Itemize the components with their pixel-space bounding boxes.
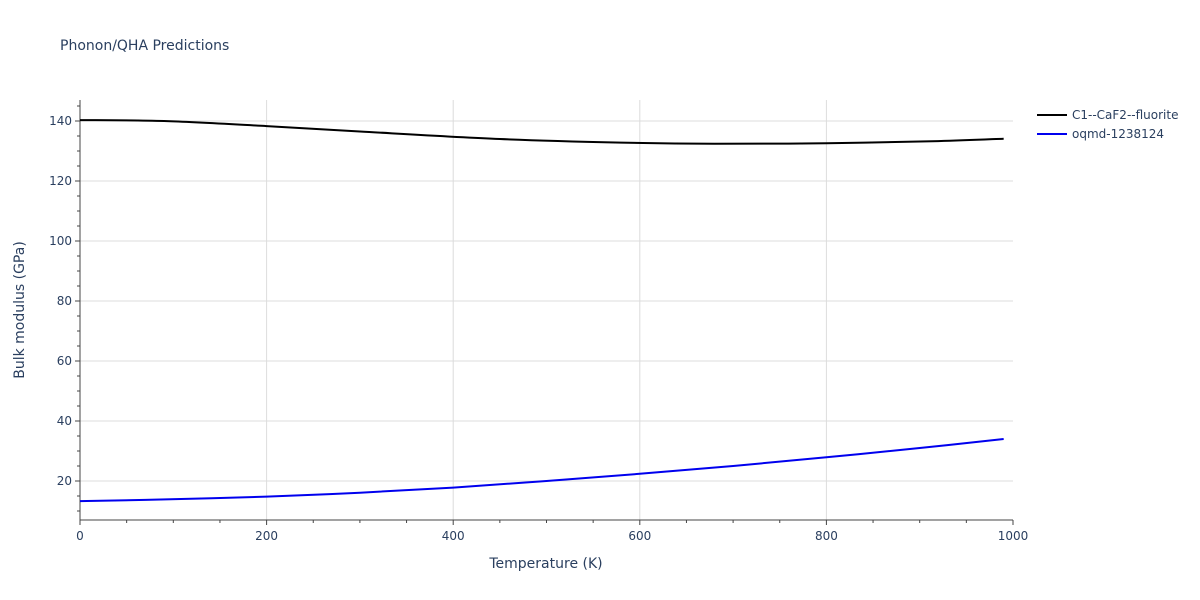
axis-ticks: 0 200 400 600 800 1000 20 40 60 80 100 120 140	[49, 114, 1028, 543]
grid-lines	[80, 100, 1013, 520]
x-axis-title: Temperature (K)	[488, 556, 602, 572]
y-tick-label: 120	[49, 174, 72, 188]
y-tick-label: 40	[57, 414, 72, 428]
legend[interactable]: C1--CaF2--fluorite oqmd-1238124	[1037, 108, 1178, 141]
y-tick-label: 60	[57, 354, 72, 368]
series-line-1	[79, 119, 1004, 145]
y-tick-label: 100	[49, 234, 72, 248]
y-tick-label: 140	[49, 114, 72, 128]
series-group	[79, 119, 1004, 503]
legend-label: oqmd-1238124	[1072, 127, 1164, 141]
x-tick-label: 1000	[998, 529, 1029, 543]
x-tick-label: 800	[815, 529, 838, 543]
axes	[75, 100, 1014, 525]
series-line-2	[79, 438, 1004, 503]
y-tick-label: 20	[57, 474, 72, 488]
y-axis-title: Bulk modulus (GPa)	[12, 241, 28, 379]
chart-title: Phonon/QHA Predictions	[60, 38, 229, 54]
x-tick-label: 200	[255, 529, 278, 543]
x-tick-label: 600	[628, 529, 651, 543]
x-tick-label: 400	[442, 529, 465, 543]
x-tick-label: 0	[76, 529, 84, 543]
legend-label: C1--CaF2--fluorite	[1072, 108, 1178, 122]
legend-item[interactable]: oqmd-1238124	[1037, 127, 1164, 141]
y-tick-label: 80	[57, 294, 72, 308]
legend-item[interactable]: C1--CaF2--fluorite	[1037, 108, 1178, 122]
